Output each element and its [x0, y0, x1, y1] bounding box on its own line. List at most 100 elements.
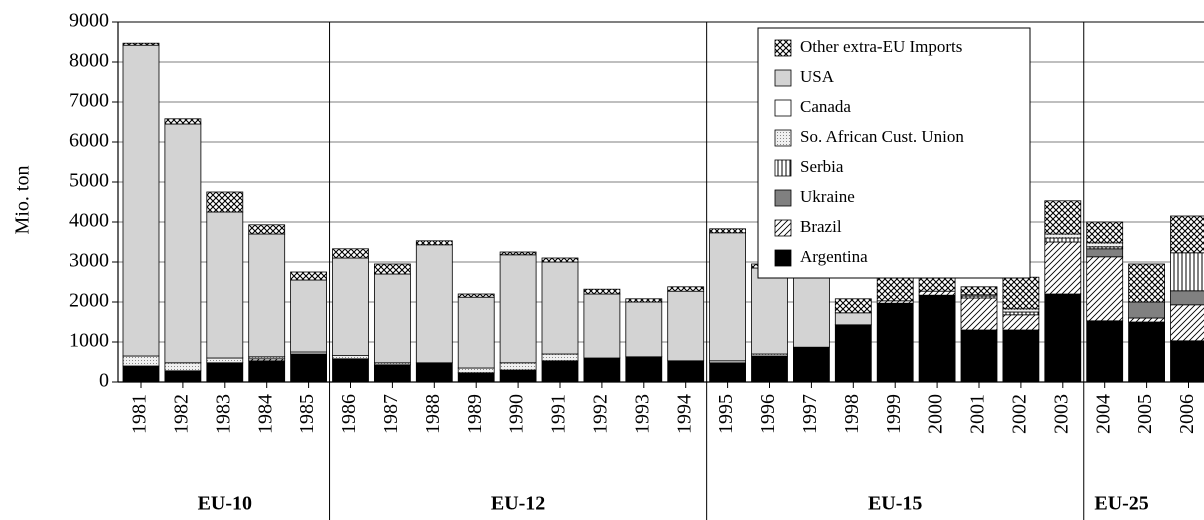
bar-segment: [122, 355, 160, 367]
legend-label: So. African Cust. Union: [800, 127, 964, 146]
x-tick-label: 1984: [254, 394, 276, 434]
bar-segment: [164, 118, 202, 125]
bar-segment: [541, 261, 579, 355]
bar-segment: [1086, 256, 1124, 322]
x-tick-label: 1988: [422, 394, 444, 434]
y-axis-label: Mio. ton: [12, 166, 34, 235]
legend-swatch: [774, 39, 792, 57]
bar-segment: [1002, 311, 1040, 316]
bar-segment: [1086, 320, 1124, 383]
y-tick-label: 5000: [69, 170, 109, 192]
x-tick-label: 1990: [506, 394, 528, 434]
bar-segment: [1002, 329, 1040, 383]
x-tick-label: 1992: [589, 394, 611, 434]
bar-segment: [1044, 237, 1082, 243]
bar-segment: [248, 360, 286, 383]
y-tick-label: 3000: [69, 250, 109, 272]
x-tick-label: 1997: [799, 394, 821, 434]
bar-segment: [1086, 221, 1124, 244]
y-tick-label: 2000: [69, 290, 109, 312]
bar-segment: [667, 290, 705, 362]
x-tick-label: 1999: [883, 394, 905, 434]
x-tick-label: 2002: [1008, 394, 1030, 434]
group-label: EU-10: [198, 493, 252, 515]
bar-segment: [1170, 340, 1204, 383]
bar-segment: [164, 362, 202, 372]
x-tick-label: 1995: [715, 394, 737, 434]
legend-swatch: [774, 69, 792, 87]
x-tick-label: 1982: [170, 394, 192, 434]
bar-segment: [793, 346, 830, 383]
legend-label: Other extra-EU Imports: [800, 37, 962, 56]
x-tick-label: 1998: [841, 394, 863, 434]
bar-segment: [164, 123, 202, 364]
bar-segment: [122, 42, 160, 46]
bar-segment: [332, 257, 369, 356]
bar-segment: [1044, 233, 1082, 239]
bar-segment: [332, 358, 369, 383]
bar-segment: [1128, 301, 1165, 319]
bar-segment: [667, 360, 705, 383]
bar-segment: [290, 279, 328, 353]
x-tick-label: 1986: [338, 394, 360, 434]
bar-segment: [709, 362, 746, 383]
bar-segment: [751, 267, 788, 355]
y-tick-label: 8000: [69, 50, 109, 72]
bar-segment: [1044, 241, 1082, 295]
legend-label: Ukraine: [800, 187, 855, 206]
legend-swatch: [774, 189, 792, 207]
bar-segment: [290, 353, 328, 383]
bar-segment: [709, 232, 746, 362]
legend-label: Serbia: [800, 157, 844, 176]
bar-segment: [1170, 252, 1204, 292]
x-tick-label: 1991: [548, 394, 570, 434]
x-tick-label: 1994: [673, 394, 695, 434]
bar-segment: [1044, 200, 1082, 235]
bar-segment: [122, 365, 160, 383]
legend-label: Brazil: [800, 217, 842, 236]
bar-segment: [583, 288, 621, 295]
bar-segment: [541, 353, 579, 362]
bar-segment: [1128, 317, 1165, 323]
bar-segment: [290, 271, 328, 281]
bar-segment: [206, 191, 244, 213]
bar-segment: [793, 275, 830, 348]
group-label: EU-12: [491, 493, 545, 515]
bar-segment: [122, 44, 160, 357]
bar-segment: [415, 362, 453, 383]
bar-segment: [499, 254, 537, 364]
bar-segment: [625, 356, 663, 383]
y-tick-label: 6000: [69, 130, 109, 152]
bar-segment: [499, 251, 537, 256]
bar-segment: [1170, 304, 1204, 342]
bar-segment: [332, 248, 369, 259]
bar-segment: [834, 324, 872, 383]
bar-segment: [541, 360, 579, 383]
bar-segment: [876, 275, 914, 302]
x-tick-label: 1993: [631, 394, 653, 434]
bar-segment: [541, 257, 579, 263]
bar-segment: [415, 244, 453, 364]
bar-segment: [583, 293, 621, 359]
bar-segment: [1002, 276, 1040, 310]
bar-segment: [499, 369, 537, 383]
bar-segment: [1086, 248, 1124, 258]
bar-segment: [373, 364, 411, 383]
y-tick-label: 0: [99, 370, 109, 392]
x-tick-label: 2006: [1176, 394, 1198, 434]
x-tick-label: 1983: [212, 394, 234, 434]
bar-segment: [206, 357, 244, 364]
legend-box: [757, 27, 1031, 279]
bar-segment: [332, 355, 369, 360]
y-tick-label: 1000: [69, 330, 109, 352]
legend-label: USA: [800, 67, 835, 86]
bar-segment: [1170, 215, 1204, 254]
y-tick-label: 4000: [69, 210, 109, 232]
x-tick-label: 2005: [1134, 394, 1156, 434]
bar-segment: [373, 273, 411, 364]
bar-segment: [457, 367, 495, 374]
bar-segment: [457, 293, 495, 298]
group-label: EU-15: [868, 493, 922, 515]
